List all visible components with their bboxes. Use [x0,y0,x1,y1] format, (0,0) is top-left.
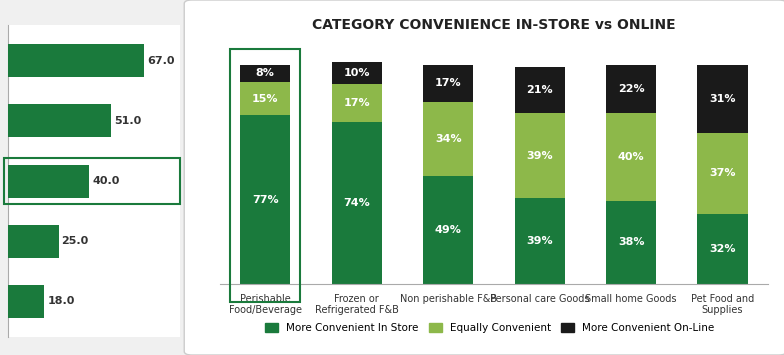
Bar [332,122,382,284]
Bar [332,62,382,84]
Bar [698,65,748,132]
Title: CATEGORY CONVENIENCE IN-STORE vs ONLINE: CATEGORY CONVENIENCE IN-STORE vs ONLINE [312,18,676,32]
Text: 32%: 32% [710,244,736,254]
Bar [8,104,111,137]
Text: 21%: 21% [526,85,553,95]
Bar [423,102,474,176]
Text: 37%: 37% [710,168,736,178]
Bar [606,65,656,113]
Text: 8%: 8% [256,68,274,78]
Text: 17%: 17% [343,98,370,108]
Text: 51.0: 51.0 [114,116,142,126]
Bar [423,176,474,284]
Text: 77%: 77% [252,195,278,204]
Bar [514,67,564,113]
Text: 10%: 10% [343,68,370,78]
Bar [240,82,290,115]
Bar [332,84,382,122]
Text: 38%: 38% [618,237,644,247]
Text: 67.0: 67.0 [147,56,174,66]
Text: 22%: 22% [618,84,644,94]
Bar [4,158,180,204]
Bar [8,44,143,77]
Bar [240,115,290,284]
Text: 17%: 17% [435,78,462,88]
Bar [8,285,45,318]
Text: 39%: 39% [526,236,553,246]
Bar [8,225,59,258]
Text: 40%: 40% [618,152,644,162]
Legend: More Convenient In Store, Equally Convenient, More Convenient On-Line: More Convenient In Store, Equally Conven… [261,319,719,338]
Bar [240,65,290,82]
Text: 74%: 74% [343,198,370,208]
Text: 31%: 31% [710,94,736,104]
Text: 49%: 49% [435,225,462,235]
Bar [8,164,89,198]
Bar [698,132,748,214]
Bar [514,113,564,198]
Bar [230,49,300,301]
Bar [606,201,656,284]
Bar [514,198,564,284]
Text: 39%: 39% [526,151,553,160]
Text: 25.0: 25.0 [62,236,89,246]
Text: 34%: 34% [435,134,462,144]
Text: 18.0: 18.0 [47,296,74,306]
Text: 15%: 15% [252,94,278,104]
Bar [698,214,748,284]
Text: 40.0: 40.0 [92,176,119,186]
Bar [606,113,656,201]
Bar [423,65,474,102]
